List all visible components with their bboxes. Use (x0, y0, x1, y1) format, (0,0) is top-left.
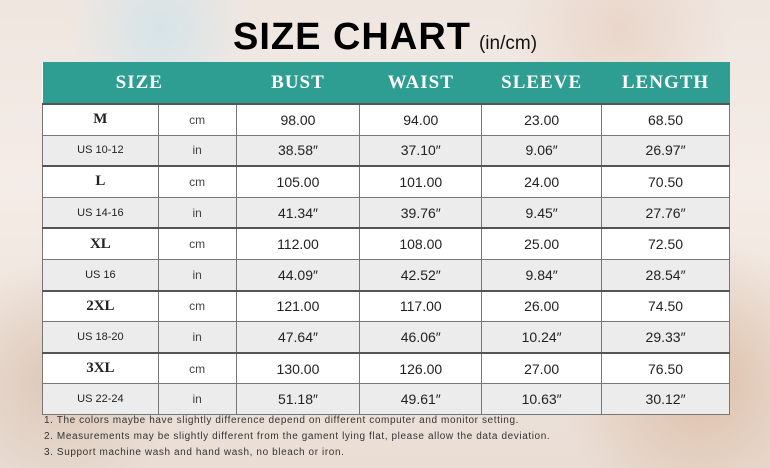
table-row-in: US 16 in 44.09″ 42.52″ 9.84″ 28.54″ (42, 258, 730, 292)
in-value: 51.18″ (235, 383, 361, 415)
unit-in: in (157, 258, 237, 292)
size-label: 3XL (42, 351, 159, 385)
cm-value: 68.50 (601, 102, 730, 136)
in-value: 44.09″ (235, 258, 361, 292)
table-row-in: US 10-12 in 38.58″ 37.10″ 9.06″ 26.97″ (42, 134, 730, 167)
note: 3. Support machine wash and hand wash, n… (44, 447, 345, 458)
unit-in: in (157, 134, 237, 167)
cm-value: 108.00 (359, 227, 483, 260)
in-value: 46.06″ (359, 321, 483, 354)
in-value: 38.58″ (235, 134, 361, 167)
in-value: 9.06″ (481, 134, 603, 167)
in-value: 9.45″ (481, 196, 603, 229)
cm-value: 26.00 (481, 289, 603, 323)
header-row: SIZE BUST WAIST SLEEVE LENGTH (42, 62, 730, 104)
cm-value: 24.00 (481, 165, 603, 198)
cm-value: 76.50 (601, 351, 730, 385)
size-label: XL (42, 227, 159, 260)
in-value: 9.84″ (481, 258, 603, 292)
cm-value: 74.50 (601, 289, 730, 323)
in-value: 27.76″ (601, 196, 730, 229)
us-size: US 22-24 (42, 383, 159, 415)
in-value: 49.61″ (359, 383, 483, 415)
cm-value: 25.00 (481, 227, 603, 260)
us-size: US 14-16 (42, 196, 159, 229)
cm-value: 98.00 (235, 102, 361, 136)
us-size: US 18-20 (42, 321, 159, 354)
in-value: 29.33″ (601, 321, 730, 354)
title-unit: (in/cm) (478, 33, 538, 54)
page-title: SIZE CHART (in/cm) (0, 16, 770, 59)
in-value: 26.97″ (601, 134, 730, 167)
note: 1. The colors maybe have slightly differ… (44, 415, 519, 426)
table-row-cm: 3XL cm 130.00 126.00 27.00 76.50 (42, 351, 730, 385)
unit-cm: cm (157, 165, 237, 198)
cm-value: 130.00 (235, 351, 361, 385)
in-value: 10.24″ (481, 321, 603, 354)
unit-cm: cm (157, 102, 237, 136)
in-value: 30.12″ (601, 383, 730, 415)
unit-in: in (157, 321, 237, 354)
header-waist: WAIST (359, 62, 482, 104)
us-size: US 16 (42, 258, 159, 292)
header-size: SIZE (42, 62, 237, 104)
table-row-in: US 18-20 in 47.64″ 46.06″ 10.24″ 29.33″ (42, 321, 730, 354)
in-value: 10.63″ (481, 383, 603, 415)
cm-value: 126.00 (359, 351, 483, 385)
cm-value: 72.50 (601, 227, 730, 260)
in-value: 37.10″ (359, 134, 483, 167)
table-row-in: US 22-24 in 51.18″ 49.61″ 10.63″ 30.12″ (42, 383, 730, 415)
note: 2. Measurements may be slightly differen… (44, 431, 551, 442)
table-row-in: US 14-16 in 41.34″ 39.76″ 9.45″ 27.76″ (42, 196, 730, 229)
cm-value: 105.00 (235, 165, 361, 198)
header-bust: BUST (236, 62, 360, 104)
cm-value: 70.50 (601, 165, 730, 198)
cm-value: 121.00 (235, 289, 361, 323)
size-label: L (42, 165, 159, 198)
unit-cm: cm (157, 351, 237, 385)
notes: 1. The colors maybe have slightly differ… (44, 413, 550, 461)
unit-cm: cm (157, 289, 237, 323)
unit-in: in (157, 196, 237, 229)
in-value: 41.34″ (235, 196, 361, 229)
cm-value: 112.00 (235, 227, 361, 260)
in-value: 42.52″ (359, 258, 483, 292)
in-value: 47.64″ (235, 321, 361, 354)
cm-value: 27.00 (481, 351, 603, 385)
table-row-cm: 2XL cm 121.00 117.00 26.00 74.50 (42, 289, 730, 323)
header-sleeve: SLEEVE (481, 62, 602, 104)
in-value: 39.76″ (359, 196, 483, 229)
cm-value: 23.00 (481, 102, 603, 136)
cm-value: 117.00 (359, 289, 483, 323)
size-label: M (42, 102, 159, 136)
unit-cm: cm (157, 227, 237, 260)
in-value: 28.54″ (601, 258, 730, 292)
size-label: 2XL (42, 289, 159, 323)
cm-value: 94.00 (359, 102, 483, 136)
table-row-cm: XL cm 112.00 108.00 25.00 72.50 (42, 227, 730, 260)
us-size: US 10-12 (42, 134, 159, 167)
title-text: SIZE CHART (232, 16, 471, 58)
header-length: LENGTH (601, 62, 730, 104)
unit-in: in (157, 383, 237, 415)
cm-value: 101.00 (359, 165, 483, 198)
